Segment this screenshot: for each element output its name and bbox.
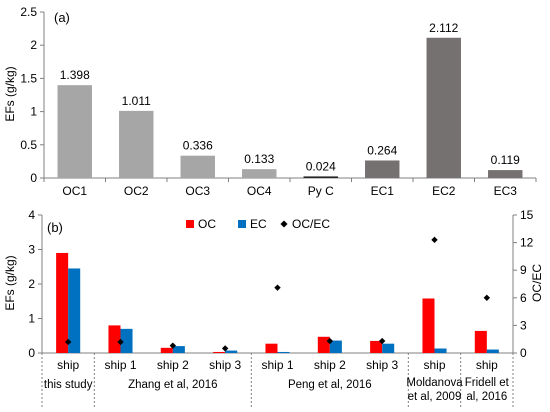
panel-a-data-label: 2.112 [429,21,458,35]
legend-swatch-ec [238,220,246,228]
panel-b-bar-ec [434,348,447,353]
panel-a-data-label: 0.264 [367,143,397,157]
panel-b-ratio-marker [274,284,281,291]
panel-a-bar [242,169,277,178]
panel-b-x-tick-label: ship 2 [157,358,189,372]
panel-b-y2-tick-label: 12 [520,236,534,250]
panel-b-x-tick-label: ship 3 [366,358,398,372]
panel-a-x-tick-label: OC1 [62,184,87,198]
panel-b-bar-oc [474,330,487,353]
panel-b-ratio-marker [431,236,438,244]
panel-a-y-tick-label: 2 [30,38,37,52]
panel-a-bar [365,160,400,178]
panel-b-x-tick-label: ship [57,358,79,372]
panel-b-y2-tick-label: 6 [520,291,527,305]
panel-b-y-axis-label: EFs (g/kg) [3,255,17,310]
panel-b-x-tick-label: ship 1 [261,358,293,372]
panel-b-bar-oc [213,351,226,353]
panel-a-x-tick-label: EC3 [494,184,518,198]
panel-b-y-tick-label: 0 [28,346,35,360]
panel-b-bar-oc [108,325,121,353]
panel-b-y2-axis-label: OC/EC [530,264,544,302]
panel-a-bar [57,85,92,178]
panel-b-ratio-marker [326,337,334,345]
panel-a-x-tick-label: EC2 [432,184,456,198]
panel-a-bar [426,37,461,178]
panel-a-x-tick-label: OC4 [247,184,272,198]
panel-b-ratio-marker [378,337,386,345]
panel-a-data-label: 1.398 [60,68,90,82]
panel-b-group-label: Zhang et al, 2016 [128,379,218,391]
legend-label: OC/EC [292,217,330,231]
panel-a-y-tick-label: 1.5 [20,71,37,85]
panel-b-bar-ec [120,328,133,353]
panel-b-ratio-marker [221,345,229,352]
panel-b-bar-oc [56,252,69,353]
legend-label: OC [198,217,216,231]
panel-b-bar-oc [422,298,435,353]
panel-a-data-label: 0.119 [491,153,520,167]
panel-b-label: (b) [47,220,63,235]
panel-b-y2-tick-label: 3 [520,318,527,332]
panel-a-data-label: 0.133 [244,152,274,166]
panel-a-x-tick-label: OC2 [124,184,149,198]
panel-b-bar-oc [370,340,383,353]
panel-b-y2-tick-label: 15 [520,208,534,222]
panel-b-x-tick-label: ship [423,358,445,372]
panel-b-bar-ec [225,350,238,353]
legend-swatch-oc [186,220,194,228]
panel-b-bar-ec [277,351,290,353]
panel-b-bar-ec [172,346,185,353]
panel-a-data-label: 1.011 [122,94,151,108]
panel-b-bar-oc [317,336,330,353]
panel-a-y-axis-label: EFs (g/kg) [3,66,17,121]
panel-a-label: (a) [54,10,70,25]
panel-b-x-tick-label: ship 1 [104,358,136,372]
panel-b-y-tick-label: 4 [28,208,35,222]
panel-b-ratio-marker [483,294,491,301]
panel-b-bar-oc [265,343,278,353]
panel-a-data-label: 0.336 [183,139,213,153]
panel-a-y-tick-label: 2.5 [20,5,37,19]
legend-label: EC [250,217,267,231]
panel-a-bar [488,170,523,178]
panel-b-bar-ec [329,340,342,353]
panel-a-data-label: 0.024 [306,159,336,173]
panel-b-group-label: this study [44,379,93,391]
panel-a-bar [180,155,215,178]
panel-b-y-tick-label: 2 [28,277,35,291]
panel-b-group-label: Peng et al, 2016 [288,379,372,391]
panel-a-y-tick-label: 0 [30,171,37,185]
panel-b-y2-tick-label: 0 [520,346,527,360]
panel-b-ratio-marker [169,342,177,349]
legend-swatch-ratio [280,220,288,228]
panel-b-ratio-marker [117,338,124,346]
panel-b-x-tick-label: ship [476,358,498,372]
panel-a-x-tick-label: Py C [308,184,334,198]
panel-b-bar-ec [382,343,395,353]
panel-b-ratio-marker [64,338,72,346]
panel-b-group-label: Moldanova et al, 2009 [406,377,463,403]
panel-a-y-tick-label: 0.5 [20,138,37,152]
panel-b-bar-ec [486,349,499,353]
panel-b-bar-ec [68,268,81,353]
panel-a: (a) EFs (g/kg) 0 0.5 1 1.5 2 2.5 1.398 1.011 0.… [3,5,537,198]
panel-b-y2-tick-label: 9 [520,263,527,277]
panel-a-y-tick-label: 1 [30,105,37,119]
panel-b-x-tick-label: ship 3 [209,358,241,372]
panel-a-bar [303,176,338,178]
panel-a-x-tick-label: EC1 [371,184,395,198]
panel-b-y-tick-label: 1 [28,312,35,326]
panel-a-x-tick-label: OC3 [185,184,210,198]
panel-b-x-tick-label: ship 2 [314,358,346,372]
panel-b-legend: OC EC OC/EC [186,217,330,231]
panel-b-bar-oc [160,347,173,353]
panel-b-group-label: Fridell et al, 2016 [465,377,510,403]
panel-b-y-tick-label: 3 [28,243,35,257]
panel-a-bar [119,110,154,178]
